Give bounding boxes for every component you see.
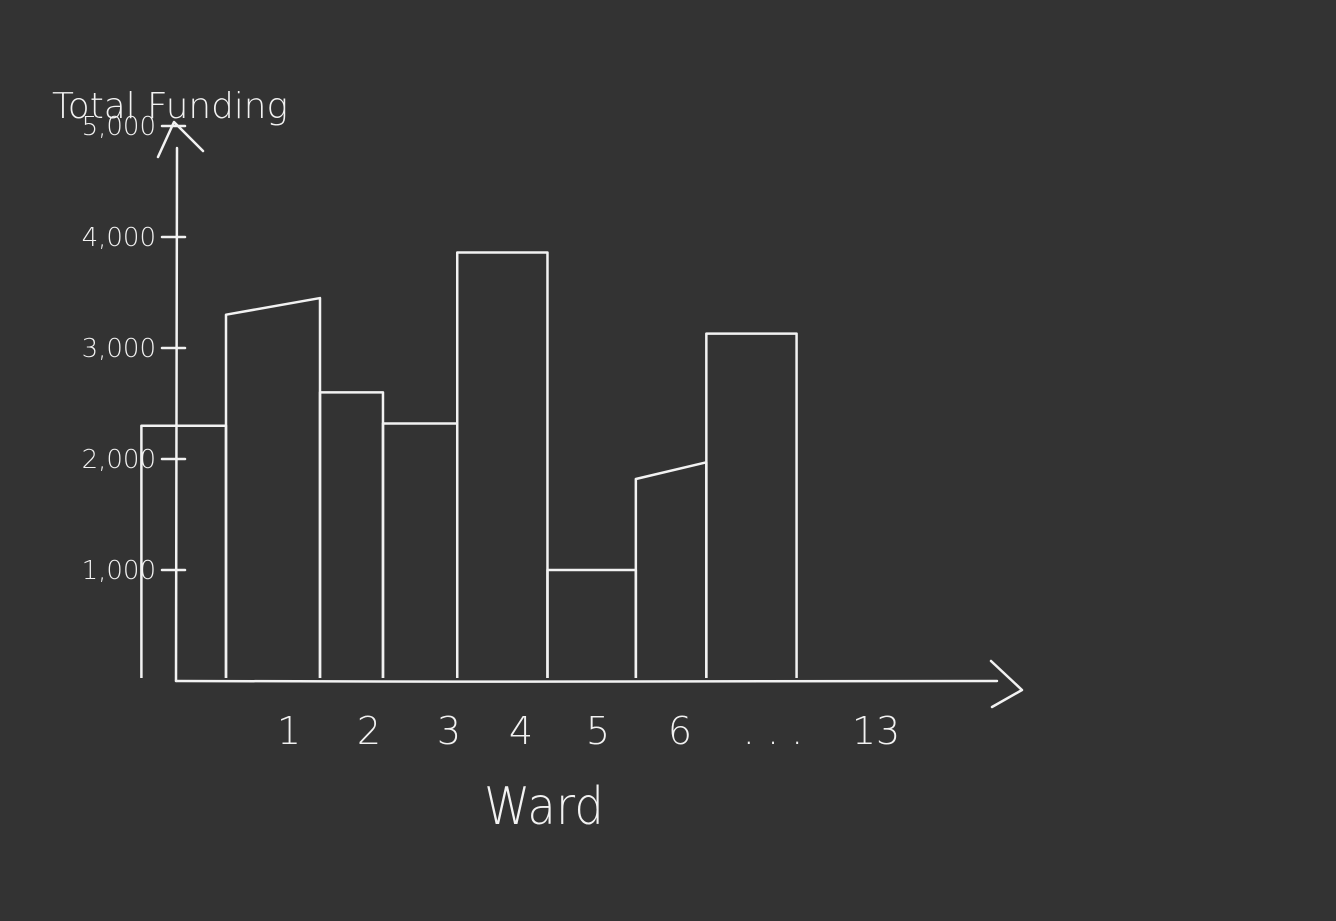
x-axis-title: Ward xyxy=(484,777,604,837)
bars xyxy=(140,251,798,678)
y-tick-label: 2,000 xyxy=(82,445,156,475)
y-axis-line xyxy=(174,146,179,683)
bar xyxy=(455,251,549,678)
bar xyxy=(318,391,385,678)
y-axis-title: Total Funding xyxy=(52,86,288,127)
bar xyxy=(546,568,638,678)
y-axis-ticks: 1,000 2,000 3,000 4,000 5,000 xyxy=(82,112,187,586)
bar xyxy=(634,461,708,678)
y-tick-label: 3,000 xyxy=(82,334,156,364)
x-axis-line xyxy=(174,679,999,683)
y-axis-arrowhead xyxy=(156,120,205,159)
bar xyxy=(224,296,322,678)
x-tick-label: 2 xyxy=(357,709,381,753)
bar xyxy=(381,422,459,678)
x-tick-label: 1 xyxy=(277,709,301,753)
x-tick-label: 4 xyxy=(509,709,533,753)
y-tick-label: 4,000 xyxy=(82,223,156,253)
x-tick-label: 13 xyxy=(852,709,900,753)
y-tick-label: 1,000 xyxy=(82,556,156,586)
y-tick-label: 5,000 xyxy=(82,112,156,142)
x-tick-label: 5 xyxy=(586,709,610,753)
x-axis-arrowhead xyxy=(989,659,1024,709)
x-tick-label: 3 xyxy=(437,709,461,753)
x-tick-label: 6 xyxy=(668,709,692,753)
bar xyxy=(705,332,798,678)
axes xyxy=(156,120,1024,709)
x-tick-label: . . . xyxy=(743,709,803,753)
x-axis-tick-labels: 1 2 3 4 5 6 . . . 13 xyxy=(277,709,900,753)
